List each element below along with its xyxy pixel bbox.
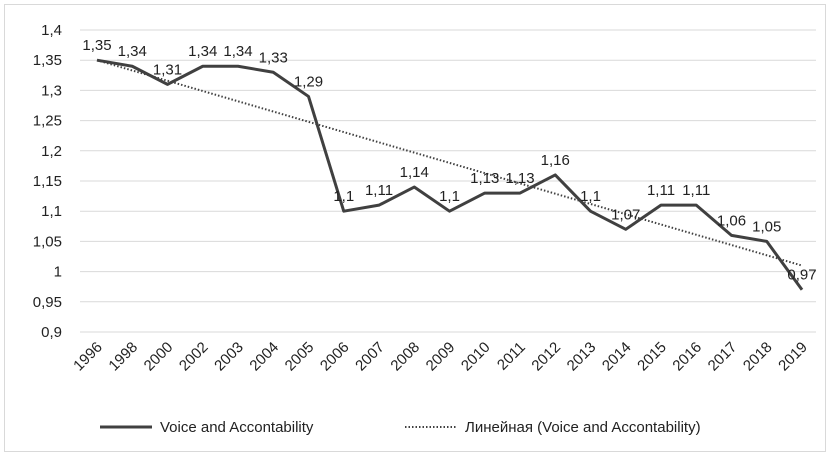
data-label: 0,97 [787,267,816,284]
y-tick-label: 1,25 [33,113,62,130]
data-label: 1,13 [470,170,499,187]
legend: Voice and Accontability Линейная (Voice … [100,419,701,436]
data-label: 1,1 [439,188,460,205]
x-tick-label: 2008 [387,339,423,375]
data-label: 1,33 [259,49,288,66]
x-tick-label: 2010 [458,339,494,375]
x-tick-label: 2000 [141,339,177,375]
data-label: 1,07 [611,206,640,223]
x-tick-label: 2016 [669,339,705,375]
data-label: 1,34 [118,43,147,60]
x-tick-label: 2011 [494,339,529,374]
data-label: 1,11 [647,182,675,199]
data-label: 1,05 [752,218,781,235]
x-tick-label: 2018 [740,339,776,375]
data-label: 1,1 [333,188,354,205]
y-tick-label: 1,35 [33,52,62,69]
chart-frame [4,4,826,452]
x-tick-label: 2005 [282,339,318,375]
x-tick-label: 2015 [634,339,670,375]
data-label: 1,11 [682,182,710,199]
x-axis: 1996 1998 2000 2002 2003 2004 2005 2006 2007 2008… [70,339,811,375]
gridlines [80,29,816,333]
y-tick-label: 1,4 [41,22,62,39]
data-label: 1,34 [223,43,252,60]
y-tick-label: 1,15 [33,173,62,190]
x-tick-label: 1996 [70,339,106,375]
data-label: 1,11 [365,182,393,199]
x-tick-label: 2013 [564,339,600,375]
x-tick-label: 2002 [176,339,212,375]
data-label: 1,29 [294,73,323,90]
data-label: 1,13 [505,170,534,187]
series-line-voice-accountability [96,58,804,291]
y-tick-label: 1,3 [41,82,62,99]
y-tick-label: 1,2 [41,143,62,160]
y-tick-label: 0,95 [33,294,62,311]
x-tick-label: 2004 [246,339,282,375]
y-tick-label: 1,1 [41,203,62,220]
data-label: 1,35 [82,37,111,54]
x-tick-label: 2012 [528,339,564,375]
y-tick-label: 1 [54,264,62,281]
y-tick-label: 1,05 [33,233,62,250]
trendline-linear [96,59,803,267]
x-tick-label: 2017 [705,339,741,375]
x-tick-label: 2019 [775,339,811,375]
x-tick-label: 2006 [317,339,353,375]
x-tick-label: 2009 [423,339,459,375]
data-label: 1,16 [541,152,570,169]
data-label: 1,34 [188,43,217,60]
x-tick-label: 1998 [105,339,141,375]
data-labels: 1,35 1,34 1,31 1,34 1,34 1,33 1,29 1,1 1,11 1,14 1… [82,37,816,284]
data-label: 1,14 [400,164,429,181]
legend-label-series-2: Линейная (Voice and Accontability) [465,419,701,436]
x-tick-label: 2003 [211,339,247,375]
y-axis: 0,9 0,95 1 1,05 1,1 1,15 1,2 1,25 1,3 1,35 1,4 [33,22,62,341]
legend-label-series-1: Voice and Accontability [160,419,314,436]
x-tick-label: 2007 [352,339,388,375]
data-label: 1,31 [153,61,182,78]
data-label: 1,1 [580,188,601,205]
data-label: 1,06 [717,212,746,229]
x-tick-label: 2014 [599,339,635,375]
y-tick-label: 0,9 [41,324,62,341]
series-group [96,58,804,291]
